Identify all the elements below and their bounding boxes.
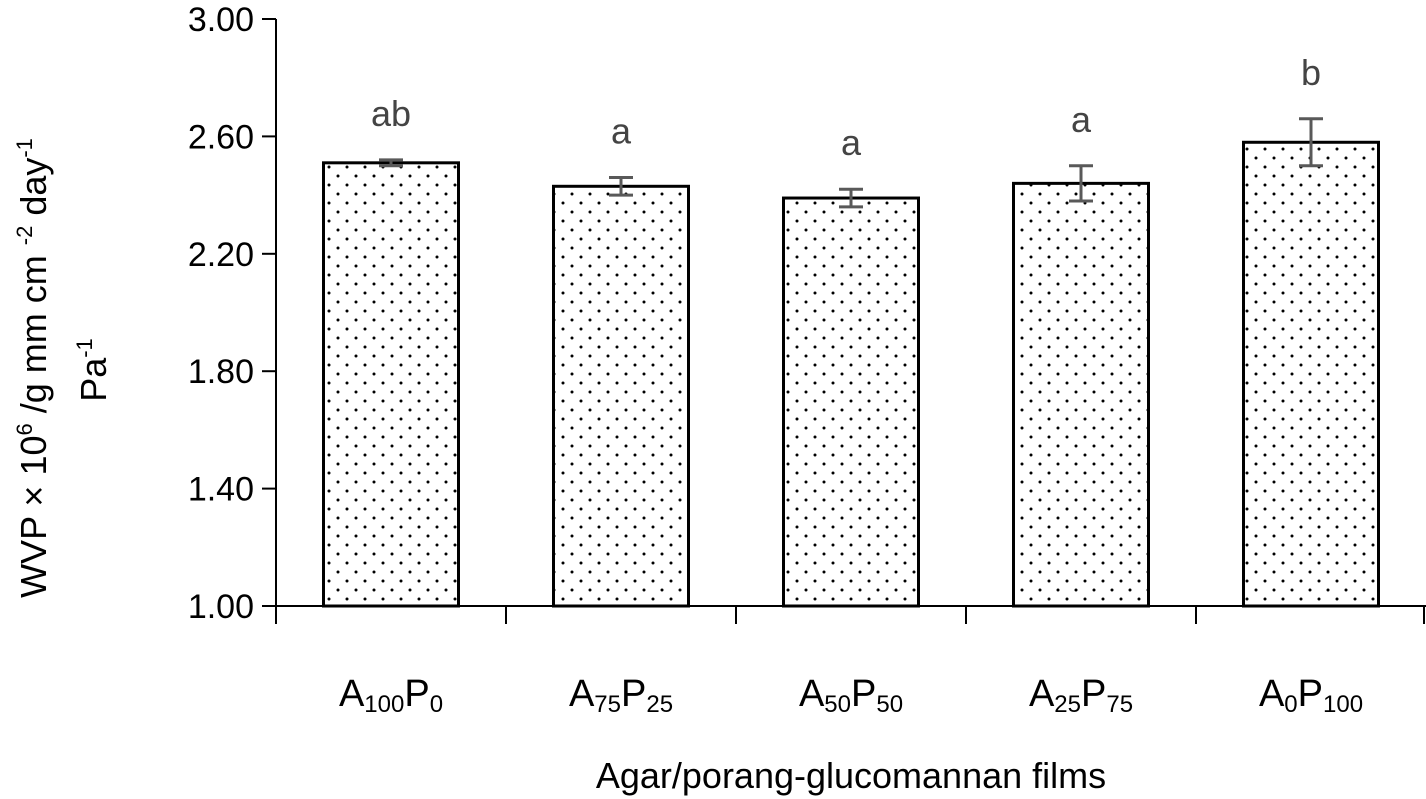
y-axis-title-line1: WVP × 106 /g mm cm -2 day-1 [12,138,54,598]
bar [782,196,920,608]
bar [1242,140,1380,608]
y-tick-label: 1.80 [188,353,254,391]
significance-labels: ab a aab [371,52,1321,163]
y-tick-label: 2.60 [188,118,254,156]
significance-label: ab [371,93,411,134]
error-bars [379,117,1323,209]
x-axis-title: Agar/porang-glucomannan films [596,755,1106,796]
x-tick-label: A25P75 [1029,673,1133,718]
y-axis: 1.00 1.40 1.80 2.20 2.60 3.00 [188,1,277,626]
x-tick-label: A0P100 [1259,673,1363,718]
y-axis-title: WVP × 106 /g mm cm -2 day-1 Pa-1 [12,138,114,598]
x-tick-label: A100P0 [339,673,443,718]
bar [1012,181,1150,608]
x-axis: A100P0 A75P25 A50P50 A25P75 A0P100 [275,605,1426,718]
x-tick-label: A75P25 [569,673,673,718]
significance-label: b [1301,52,1321,93]
y-tick-label: 3.00 [188,1,254,39]
y-axis-title-line2: Pa-1 [72,338,114,402]
significance-label: a [611,110,632,151]
significance-label: a [841,122,862,163]
y-tick-label: 2.20 [188,236,254,274]
bars [322,140,1380,608]
bar [322,161,460,608]
bar [552,184,690,608]
x-tick-label: A50P50 [799,673,903,718]
y-tick-label: 1.00 [188,588,254,626]
y-tick-label: 1.40 [188,471,254,509]
significance-label: a [1071,99,1092,140]
